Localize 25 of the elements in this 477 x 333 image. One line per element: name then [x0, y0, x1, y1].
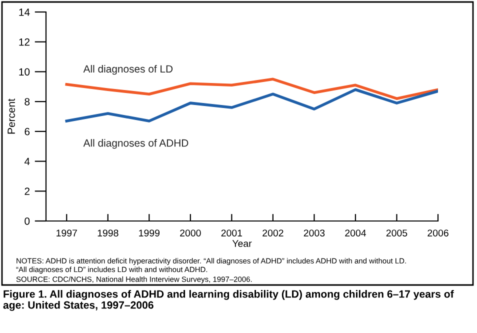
y-axis-title: Percent [8, 98, 15, 134]
series-label: All diagnoses of LD [83, 64, 173, 75]
y-tick-label: 4 [24, 158, 30, 166]
y-tick-label: 2 [24, 188, 30, 195]
x-tick-label: 2003 [304, 230, 325, 236]
y-tick-label: 8 [24, 98, 30, 106]
x-tick-label: 2005 [386, 230, 408, 236]
x-tick-label: 1998 [98, 230, 118, 236]
x-tick-label: 2000 [180, 230, 201, 236]
y-tick-label: 0 [24, 218, 30, 225]
line-series [65, 88, 438, 122]
x-tick-label: 2001 [221, 230, 242, 236]
x-tick-label: 1997 [56, 230, 77, 236]
x-tick-label: 2002 [262, 230, 284, 236]
y-tick-label: 10 [19, 68, 30, 76]
y-tick-label: 12 [19, 38, 30, 46]
x-tick-label: 2004 [345, 230, 366, 236]
y-tick-label: 6 [24, 128, 30, 136]
x-axis-title: Year [232, 240, 252, 247]
series-label: All diagnoses of ADHD [83, 139, 188, 149]
x-tick-label: 2006 [428, 230, 448, 236]
text: Figure 1. All diagnoses of ADHD and learning disability (LD) among children 6–17 years of age: United States, 1997–2006 [3, 290, 454, 311]
y-tick-label: 14 [19, 8, 30, 16]
x-tick-label: 1999 [139, 230, 160, 236]
line-series [65, 78, 438, 100]
